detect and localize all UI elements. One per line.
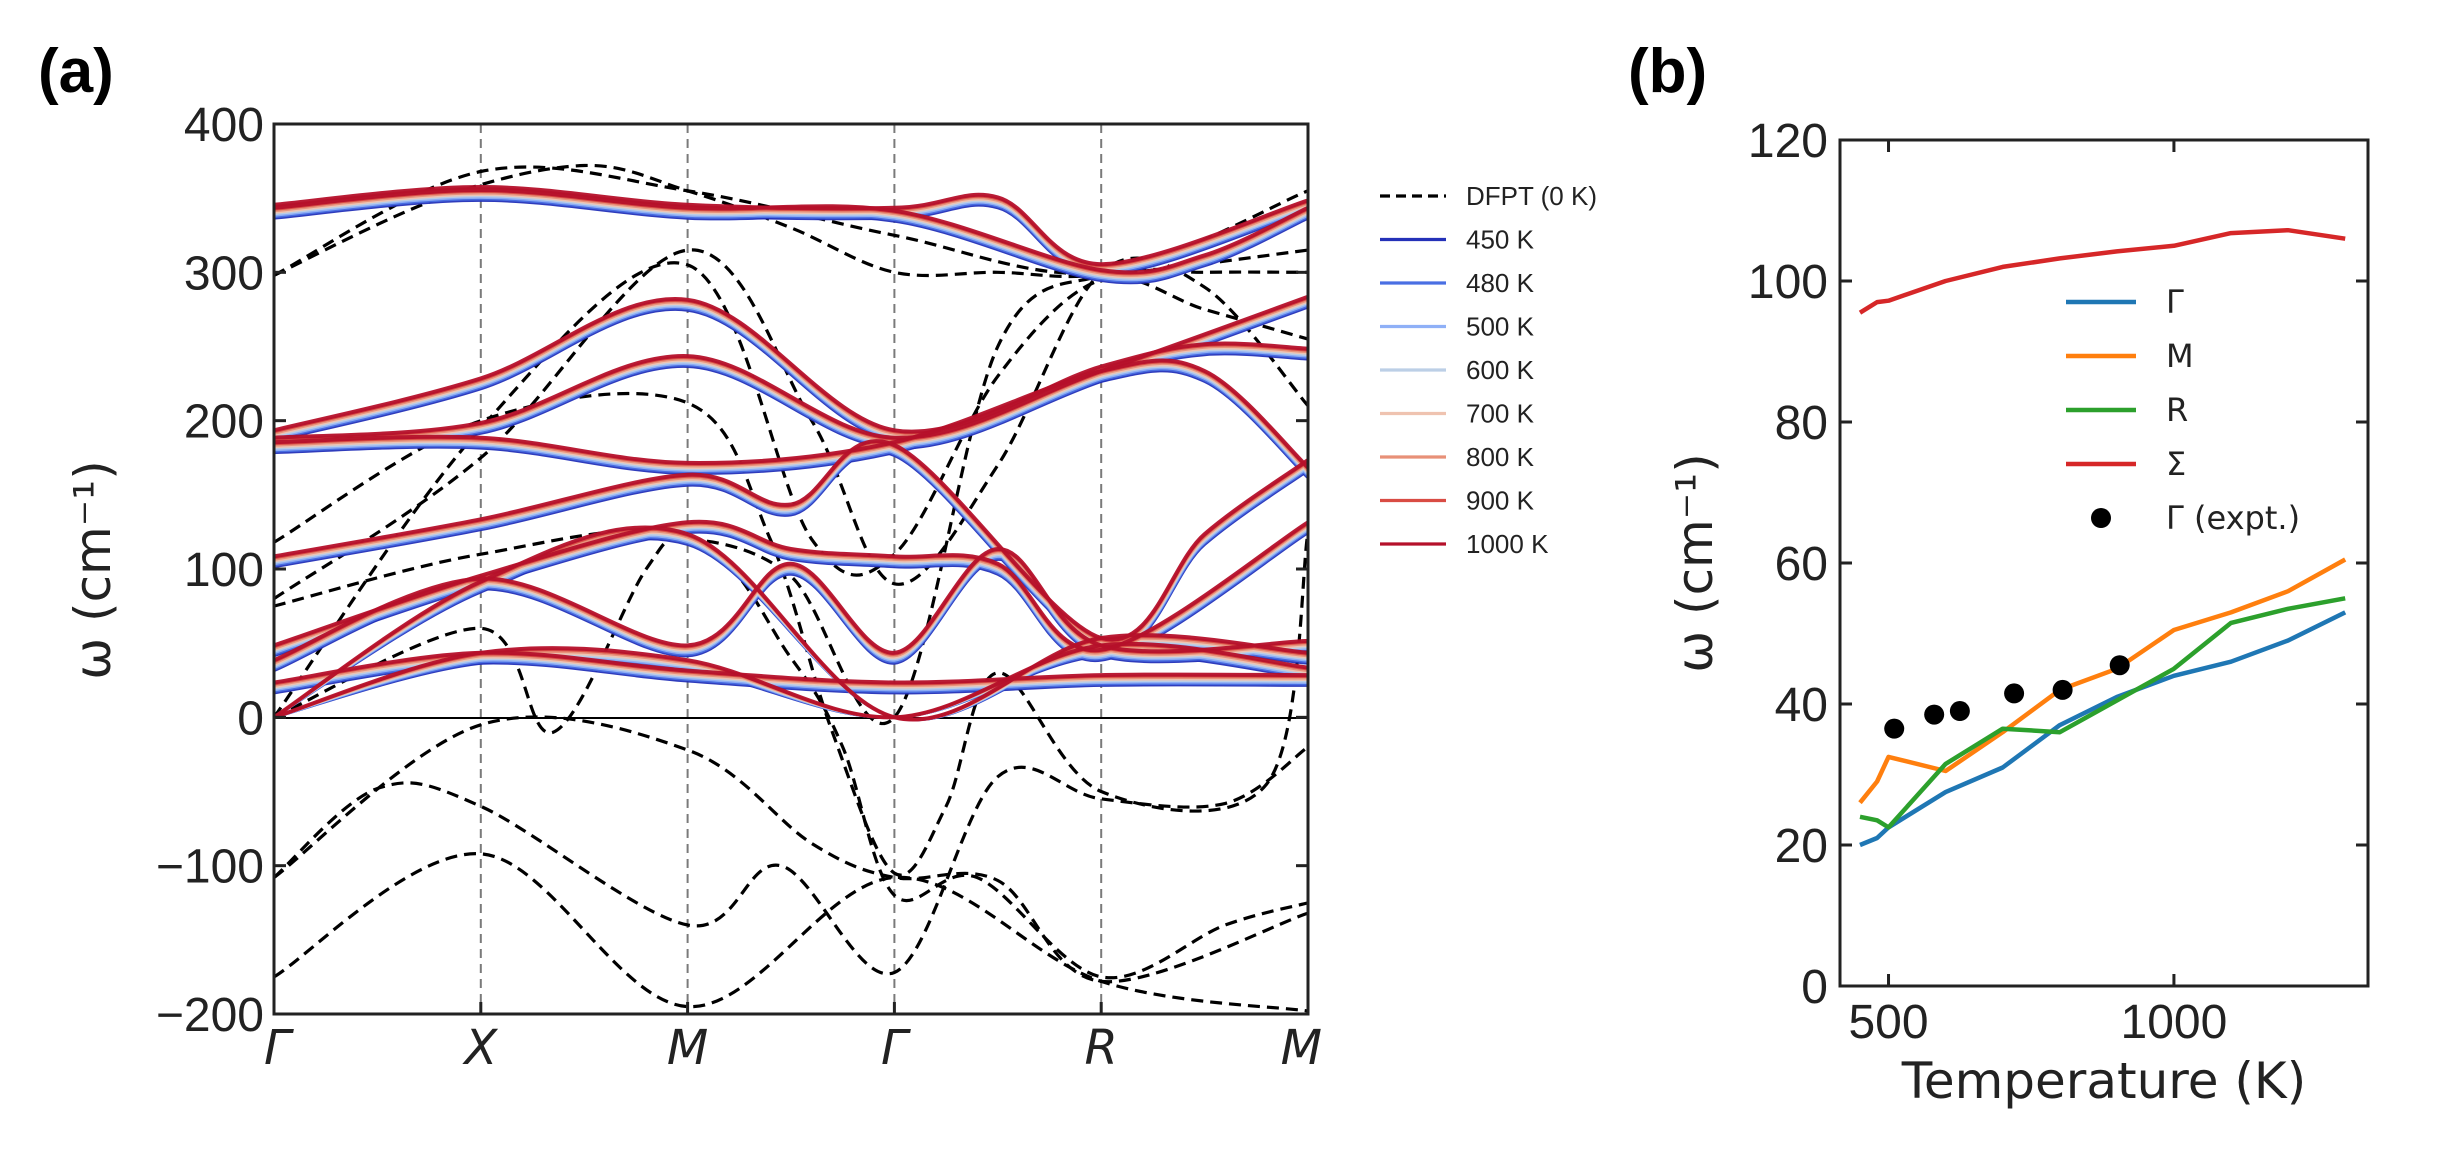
- a-curve-900K: [274, 360, 1308, 470]
- b-expt-point: [1924, 704, 1945, 725]
- b-expt-point: [2004, 683, 2025, 704]
- a-y-tick-label: 300: [184, 247, 264, 300]
- b-x-tick-label: 500: [1848, 996, 1928, 1049]
- b-expt-point: [2109, 655, 2130, 676]
- b-y-ticks: 120 100 80 60 40 20 0: [1748, 115, 2368, 1014]
- panel-a-label: (a): [38, 37, 114, 106]
- a-y-tick-label: 0: [237, 692, 264, 745]
- a-legend-label: 600 K: [1466, 355, 1535, 385]
- b-legend-label: Σ: [2166, 445, 2186, 483]
- a-x-path-label: Γ: [881, 1020, 911, 1076]
- a-y-tick-label: −100: [156, 841, 264, 894]
- b-legend-label: Γ: [2166, 283, 2184, 321]
- a-x-path-label: M: [1281, 1020, 1322, 1076]
- a-curve-1000K: [274, 358, 1308, 469]
- a-dfpt-branch: [274, 715, 1308, 984]
- a-legend-label: DFPT (0 K): [1466, 181, 1597, 211]
- b-series-line-M: [1858, 557, 2347, 805]
- b-y-tick-label: 20: [1775, 820, 1828, 873]
- a-legend-label: 700 K: [1466, 399, 1535, 429]
- a-dfpt-branch: [274, 745, 1308, 976]
- a-x-path-label: X: [461, 1020, 498, 1076]
- a-legend-label: 1000 K: [1466, 529, 1549, 559]
- a-y-tick-label: 100: [184, 544, 264, 597]
- b-x-axis-label: Temperature (K): [1901, 1052, 2306, 1110]
- a-curve-1000K: [274, 439, 1308, 642]
- a-y-axis-label: ω (cm⁻¹): [64, 460, 122, 679]
- a-curve-1000K: [274, 641, 1308, 720]
- b-series-line-Σ: [1858, 227, 2346, 315]
- b-legend-expt-marker: [2091, 508, 2111, 528]
- b-expt-point: [1949, 701, 1970, 722]
- a-curve-1000K: [274, 297, 1308, 434]
- b-series-lines: [1858, 227, 2347, 848]
- b-y-tick-label: 40: [1775, 679, 1828, 732]
- a-curve-1000K: [274, 650, 1308, 685]
- b-y-tick-label: 120: [1748, 115, 1828, 168]
- a-curve-480K: [274, 306, 1308, 442]
- a-curve-1000K: [274, 187, 1308, 275]
- a-curve-1000K: [274, 525, 1308, 722]
- a-x-path-label: M: [667, 1020, 708, 1076]
- b-y-tick-label: 0: [1801, 961, 1828, 1014]
- a-x-path-label: Γ: [264, 1020, 294, 1076]
- a-dfpt-branch: [274, 391, 1308, 877]
- a-legend-label: 500 K: [1466, 312, 1535, 342]
- b-series-line-Γ: [1859, 610, 2347, 848]
- b-expt-point: [1884, 718, 1905, 739]
- panel-b: (b) 120 100 80 60 40 20 0 500 1000 Temperature …: [1628, 37, 2370, 1110]
- b-series-line-R: [1859, 596, 2346, 830]
- a-dfpt-branch: [274, 528, 1308, 980]
- a-dfpt-branch: [274, 852, 1308, 1013]
- a-legend-label: 800 K: [1466, 442, 1535, 472]
- b-legend-label: M: [2166, 337, 2194, 375]
- b-y-tick-label: 80: [1775, 397, 1828, 450]
- a-curve-700K: [274, 363, 1308, 473]
- a-curve-450K: [274, 305, 1308, 450]
- a-y-tick-label: 400: [184, 99, 264, 152]
- b-legend-label: Γ (expt.): [2166, 499, 2300, 537]
- a-curve-800K: [274, 361, 1308, 472]
- b-y-tick-label: 100: [1748, 256, 1828, 309]
- a-curve-1000K: [274, 294, 1308, 440]
- a-y-ticks: 400 300 200 100 0 −100 −200: [156, 99, 1308, 1042]
- a-y-tick-label: 200: [184, 396, 264, 449]
- a-y-tick-label: −200: [156, 989, 264, 1042]
- a-legend-label: 900 K: [1466, 486, 1535, 516]
- a-dfpt-branch: [274, 248, 1308, 601]
- a-legend-label: 450 K: [1466, 225, 1535, 255]
- b-experimental-points: [1884, 655, 2130, 739]
- a-x-path-label: R: [1085, 1020, 1118, 1076]
- a-legend-label: 480 K: [1466, 268, 1535, 298]
- b-y-axis-label: ω (cm⁻¹): [1666, 453, 1724, 672]
- panel-a: (a) 400 300 200 100 0 −100 −200 Γ X M Γ R M ω (cm⁻¹…: [38, 37, 1597, 1076]
- b-y-tick-label: 60: [1775, 538, 1828, 591]
- a-curve-450K: [274, 307, 1308, 444]
- a-path-gridlines: [479, 124, 1103, 1014]
- a-finite-temperature-curves: [274, 184, 1308, 722]
- b-x-tick-label: 1000: [2121, 996, 2228, 1049]
- panel-b-label: (b): [1628, 37, 1707, 106]
- b-x-ticks: 500 1000: [1848, 140, 2227, 1049]
- b-expt-point: [2052, 679, 2073, 700]
- a-legend: DFPT (0 K) 450 K 480 K 500 K 600 K 700 K 800 K…: [1380, 181, 1597, 559]
- a-curve-1000K: [274, 519, 1308, 653]
- b-legend-label: R: [2166, 391, 2188, 429]
- b-plot-frame: [1838, 138, 2370, 988]
